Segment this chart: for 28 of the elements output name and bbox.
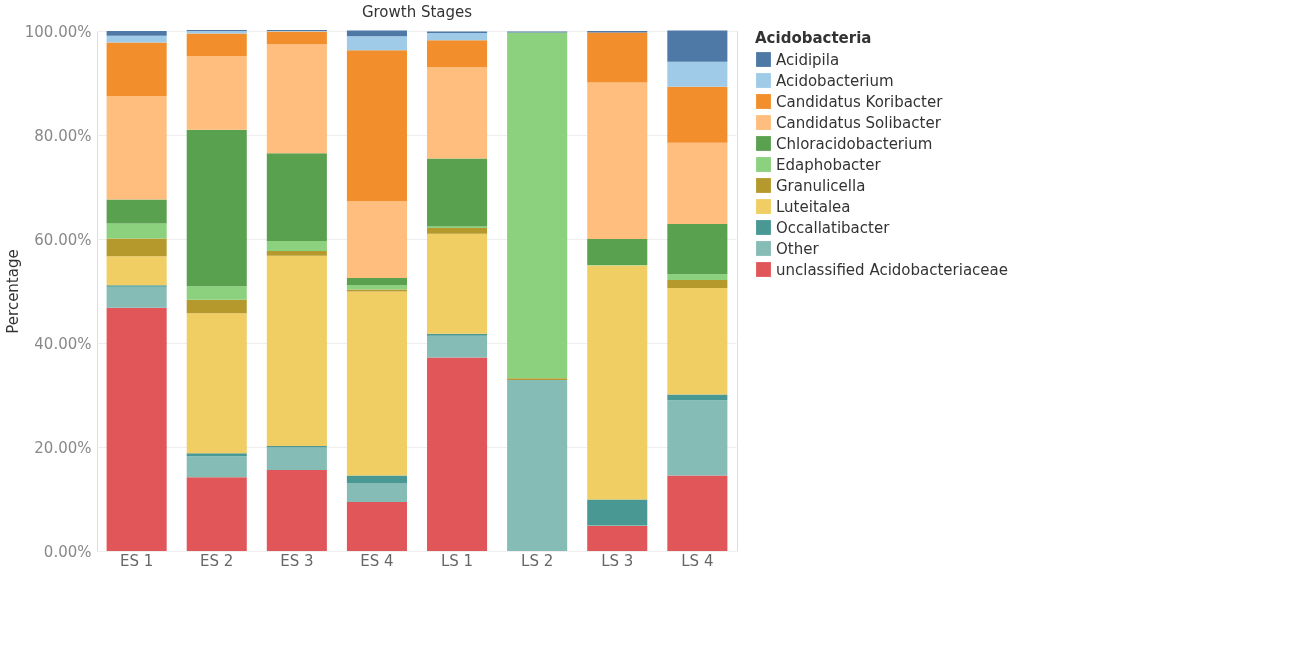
y-tick-label: 100.00% (24, 22, 92, 41)
legend-label: Candidatus Koribacter (776, 92, 944, 111)
x-tick-label: ES 2 (200, 551, 234, 570)
x-tick-label: LS 4 (681, 551, 714, 570)
y-tick-label: 60.00% (34, 230, 92, 249)
x-tick-label: LS 2 (521, 551, 554, 570)
x-tick-label: ES 1 (119, 551, 154, 570)
legend-title: Acidobacteria (755, 29, 872, 47)
legend-label: Edaphobacter (776, 155, 882, 174)
y-tick-label: 40.00% (34, 334, 92, 353)
legend-label: Occallatibacter (776, 218, 891, 237)
y-tick-label: 20.00% (34, 438, 92, 457)
legend-label: Granulicella (776, 176, 866, 195)
x-tick-label: LS 1 (440, 551, 474, 570)
x-tick-label: ES 4 (360, 551, 394, 570)
x-tick-label: LS 3 (601, 551, 634, 570)
legend-label: Acidobacterium (776, 71, 894, 90)
legend-label: unclassified Acidobacteriaceae (776, 260, 1008, 279)
y-tick-label: 0.00% (43, 542, 92, 561)
y-axis-title: Percentage (3, 249, 22, 334)
y-tick-label: 80.00% (34, 126, 92, 145)
legend-label: Acidipila (776, 50, 840, 69)
legend-label: Luteitalea (776, 197, 851, 216)
legend-label: Chloracidobacterium (776, 134, 933, 153)
x-tick-label: ES 3 (280, 551, 314, 570)
legend-label: Other (776, 239, 820, 258)
chart-title: Growth Stages (361, 3, 473, 21)
legend-label: Candidatus Solibacter (776, 113, 942, 132)
